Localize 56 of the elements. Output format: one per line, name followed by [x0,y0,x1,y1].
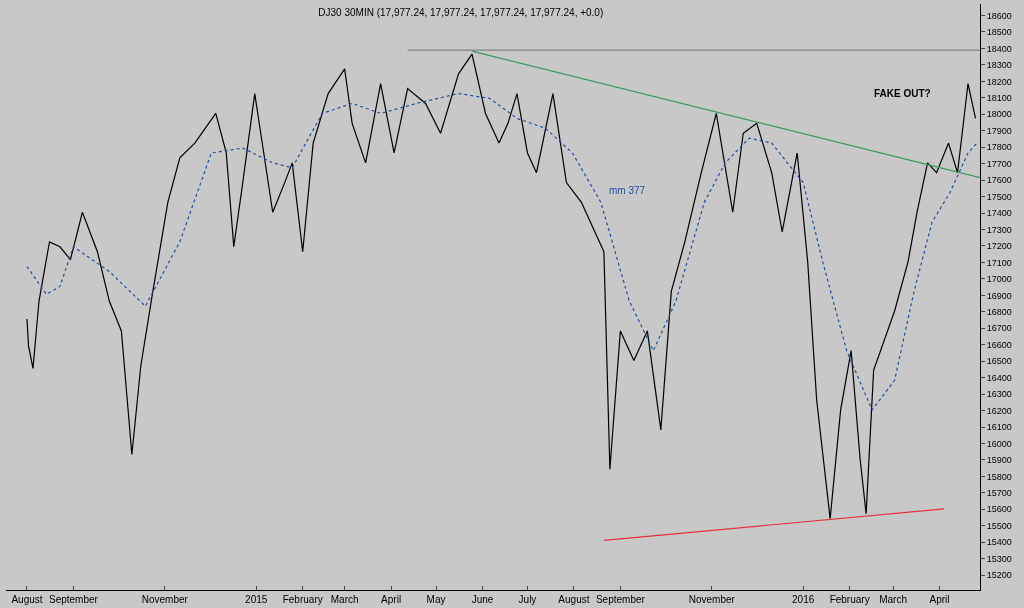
y-tick-label: 17000 [986,274,1012,285]
y-tick-label: 17900 [986,125,1012,136]
y-tick-label: 16600 [986,339,1012,350]
y-tick-label: 16200 [986,405,1012,416]
y-tick-label: 15900 [986,455,1012,466]
y-tick-label: 17700 [986,158,1012,169]
y-tick-label: 18500 [986,27,1012,38]
y-tick-label: 17800 [986,142,1012,153]
y-tick-label: 15700 [986,488,1012,499]
x-tick-label: September [595,594,646,605]
y-tick-label: 15300 [986,553,1012,564]
y-tick-label: 18100 [986,92,1012,103]
y-tick-label: 15800 [986,471,1012,482]
y-tick-label: 18200 [986,76,1012,87]
x-tick-label: 2015 [245,594,268,605]
x-tick-label: April [381,594,402,605]
y-tick-label: 17100 [986,257,1012,268]
y-tick-label: 15600 [986,504,1012,515]
annotation: FAKE OUT? [874,88,931,99]
y-tick-label: 17600 [986,175,1012,186]
y-tick-label: 17400 [986,208,1012,219]
x-tick-label: April [929,594,950,605]
x-tick-label: 2016 [792,594,815,605]
y-tick-label: 16300 [986,389,1012,400]
x-tick-label: February [282,594,323,605]
y-tick-label: 17300 [986,224,1012,235]
x-tick-label: February [829,594,870,605]
x-tick-label: November [141,594,189,605]
y-tick-label: 16500 [986,356,1012,367]
y-tick-label: 18600 [986,10,1012,21]
x-tick-label: November [688,594,736,605]
x-tick-label: May [426,594,446,605]
y-tick-label: 18300 [986,60,1012,71]
x-tick-label: September [48,594,99,605]
y-tick-label: 18400 [986,43,1012,54]
x-tick-label: March [879,594,907,605]
y-tick-label: 17200 [986,241,1012,252]
line-series [26,53,977,520]
y-tick-label: 17500 [986,191,1012,202]
x-tick-label: March [330,594,359,605]
y-tick-label: 16100 [986,422,1012,433]
y-tick-label: 16000 [986,438,1012,449]
y-tick-label: 16700 [986,323,1012,334]
y-tick-label: 15200 [986,570,1012,581]
y-tick-label: 16400 [986,372,1012,383]
y-tick-label: 15500 [986,520,1012,531]
x-tick-label: June [471,594,494,605]
series-label: mm 377 [609,185,646,196]
x-tick-label: July [518,594,537,605]
x-tick-label: August [11,594,43,605]
y-tick-label: 15400 [986,537,1012,548]
chart-title: DJ30 30MIN (17,977.24, 17,977.24, 17,977.24, 17,977.24, +0.0) [318,7,604,19]
y-tick-label: 18000 [986,109,1012,120]
y-tick-label: 16900 [986,290,1012,301]
x-tick-label: August [558,594,590,605]
y-tick-label: 16800 [986,306,1012,317]
